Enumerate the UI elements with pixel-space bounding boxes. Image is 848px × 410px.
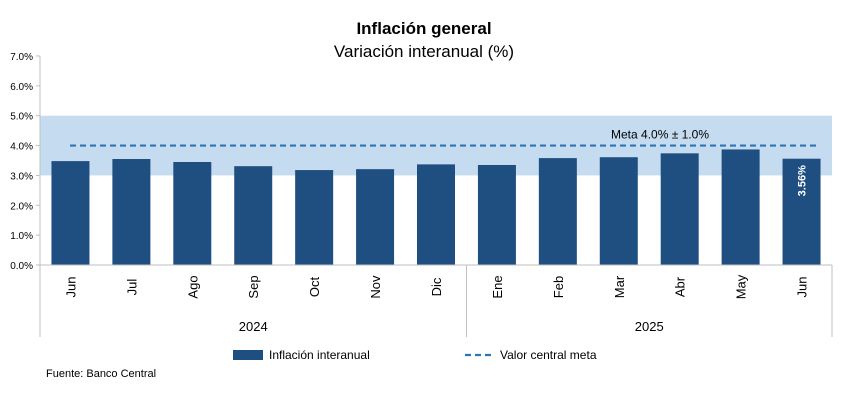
x-tick-label: Sep (246, 275, 261, 298)
source-note: Fuente: Banco Central (46, 368, 157, 380)
bar (721, 149, 760, 265)
target-label: Meta 4.0% ± 1.0% (611, 128, 709, 142)
bar (477, 164, 516, 265)
bar (538, 158, 577, 265)
y-tick-label: 7.0% (10, 52, 33, 63)
legend-bar-label: Inflación interanual (269, 348, 370, 362)
y-tick-label: 5.0% (10, 112, 33, 123)
bar (295, 170, 334, 265)
y-tick-label: 2.0% (10, 201, 33, 212)
x-tick-label: Mar (612, 275, 627, 298)
x-tick-label: Jun (63, 277, 78, 298)
bar (660, 153, 699, 265)
x-tick-label: Abr (673, 276, 688, 297)
bar (356, 169, 395, 265)
group-label: 2025 (635, 319, 664, 334)
data-label: 3.56% (797, 165, 809, 196)
chart-subtitle: Variación interanual (%) (333, 42, 515, 61)
x-tick-label: Jun (795, 277, 810, 298)
bar (782, 158, 821, 265)
x-tick-label: Oct (307, 277, 322, 298)
bar (112, 159, 151, 265)
legend-line-label: Valor central meta (500, 348, 597, 362)
x-tick-label: Ago (185, 275, 200, 298)
bar (417, 164, 455, 265)
x-tick-label: Nov (368, 275, 383, 299)
bar (599, 157, 638, 265)
y-tick-label: 3.0% (10, 171, 33, 182)
x-tick-label: Feb (551, 276, 566, 298)
y-tick-label: 4.0% (10, 142, 33, 153)
x-tick-label: May (734, 274, 749, 299)
y-tick-label: 0.0% (10, 261, 33, 272)
x-tick-label: Dic (429, 277, 444, 296)
y-tick-label: 1.0% (10, 231, 33, 242)
x-tick-label: Ene (490, 275, 505, 298)
legend-bar-swatch (233, 350, 263, 360)
chart-title: Inflación general (356, 19, 492, 38)
group-label: 2024 (239, 319, 268, 334)
bar (51, 161, 90, 265)
bar (234, 166, 273, 265)
bar (173, 161, 212, 265)
y-tick-label: 6.0% (10, 82, 33, 93)
x-tick-label: Jul (124, 279, 139, 296)
